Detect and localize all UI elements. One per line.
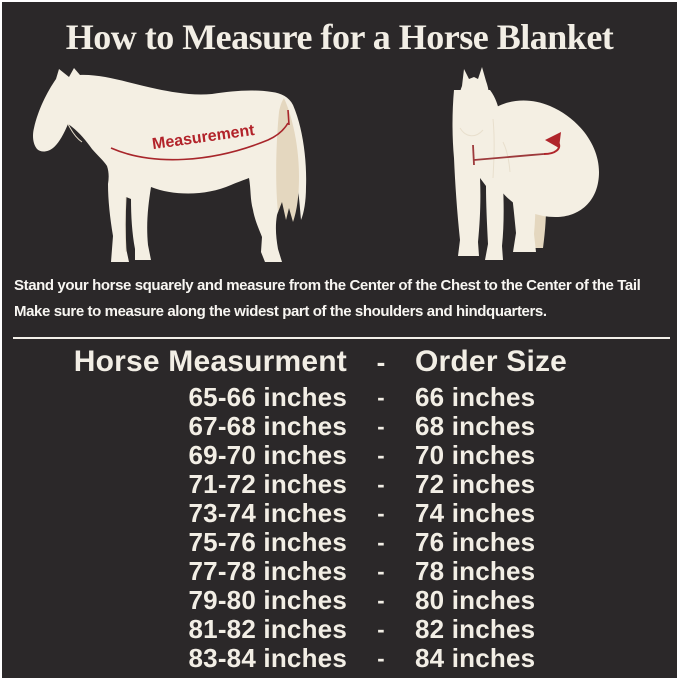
row-size: 66 inches — [415, 382, 536, 412]
table-row: 83-84 inches - 84 inches — [2, 644, 677, 673]
size-table-header: Horse Measurment - Order Size — [2, 344, 677, 380]
row-separator: - — [377, 617, 385, 642]
table-row: 65-66 inches - 66 inches — [2, 383, 677, 412]
row-measurement: 75-76 inches — [188, 527, 347, 557]
horse-tail — [276, 98, 299, 222]
header-separator: - — [376, 347, 386, 377]
row-separator: - — [377, 559, 385, 584]
body-shading-lines — [67, 123, 127, 253]
front-body-shading-lines — [459, 118, 511, 179]
row-size: 74 inches — [415, 498, 536, 528]
size-table-rows: 65-66 inches - 66 inches 67-68 inches - … — [2, 383, 677, 673]
header-size: Order Size — [415, 345, 568, 378]
row-measurement: 73-74 inches — [188, 498, 347, 528]
instructions-line1: Stand your horse squarely and measure fr… — [14, 277, 641, 294]
row-measurement: 81-82 inches — [188, 614, 347, 644]
horizontal-divider — [13, 337, 670, 339]
row-separator: - — [377, 530, 385, 555]
row-size: 70 inches — [415, 440, 536, 470]
row-separator: - — [377, 501, 385, 526]
row-separator: - — [377, 385, 385, 410]
header-measurement: Horse Measurment — [73, 345, 347, 378]
row-size: 82 inches — [415, 614, 536, 644]
row-separator: - — [377, 472, 385, 497]
row-size: 84 inches — [415, 643, 536, 673]
row-measurement: 69-70 inches — [188, 440, 347, 470]
row-measurement: 71-72 inches — [188, 469, 347, 499]
side-horse-body — [33, 68, 307, 262]
row-size: 80 inches — [415, 585, 536, 615]
table-row: 79-80 inches - 80 inches — [2, 586, 677, 615]
page-title: How to Measure for a Horse Blanket — [65, 17, 614, 57]
measurement-line — [110, 109, 290, 161]
row-size: 78 inches — [415, 556, 536, 586]
row-size: 72 inches — [415, 469, 536, 499]
row-separator: - — [377, 443, 385, 468]
table-row: 73-74 inches - 74 inches — [2, 499, 677, 528]
table-row: 69-70 inches - 70 inches — [2, 441, 677, 470]
row-measurement: 67-68 inches — [188, 411, 347, 441]
instructions-line2: Make sure to measure along the widest pa… — [14, 303, 547, 320]
row-measurement: 83-84 inches — [188, 643, 347, 673]
row-size: 76 inches — [415, 527, 536, 557]
row-measurement: 65-66 inches — [188, 382, 347, 412]
row-separator: - — [377, 588, 385, 613]
measure-wrap-arrow — [472, 132, 561, 166]
row-separator: - — [377, 646, 385, 671]
row-size: 68 inches — [415, 411, 536, 441]
side-horse-silhouette: Measurement — [33, 68, 307, 262]
front-horse-head — [458, 67, 490, 135]
front-horse-silhouette — [452, 67, 599, 260]
row-separator: - — [377, 414, 385, 439]
table-row: 67-68 inches - 68 inches — [2, 412, 677, 441]
instructions-text: Stand your horse squarely and measure fr… — [14, 273, 674, 325]
row-measurement: 79-80 inches — [188, 585, 347, 615]
table-row: 71-72 inches - 72 inches — [2, 470, 677, 499]
table-row: 77-78 inches - 78 inches — [2, 557, 677, 586]
table-row: 75-76 inches - 76 inches — [2, 528, 677, 557]
table-row: 81-82 inches - 82 inches — [2, 615, 677, 644]
row-measurement: 77-78 inches — [188, 556, 347, 586]
